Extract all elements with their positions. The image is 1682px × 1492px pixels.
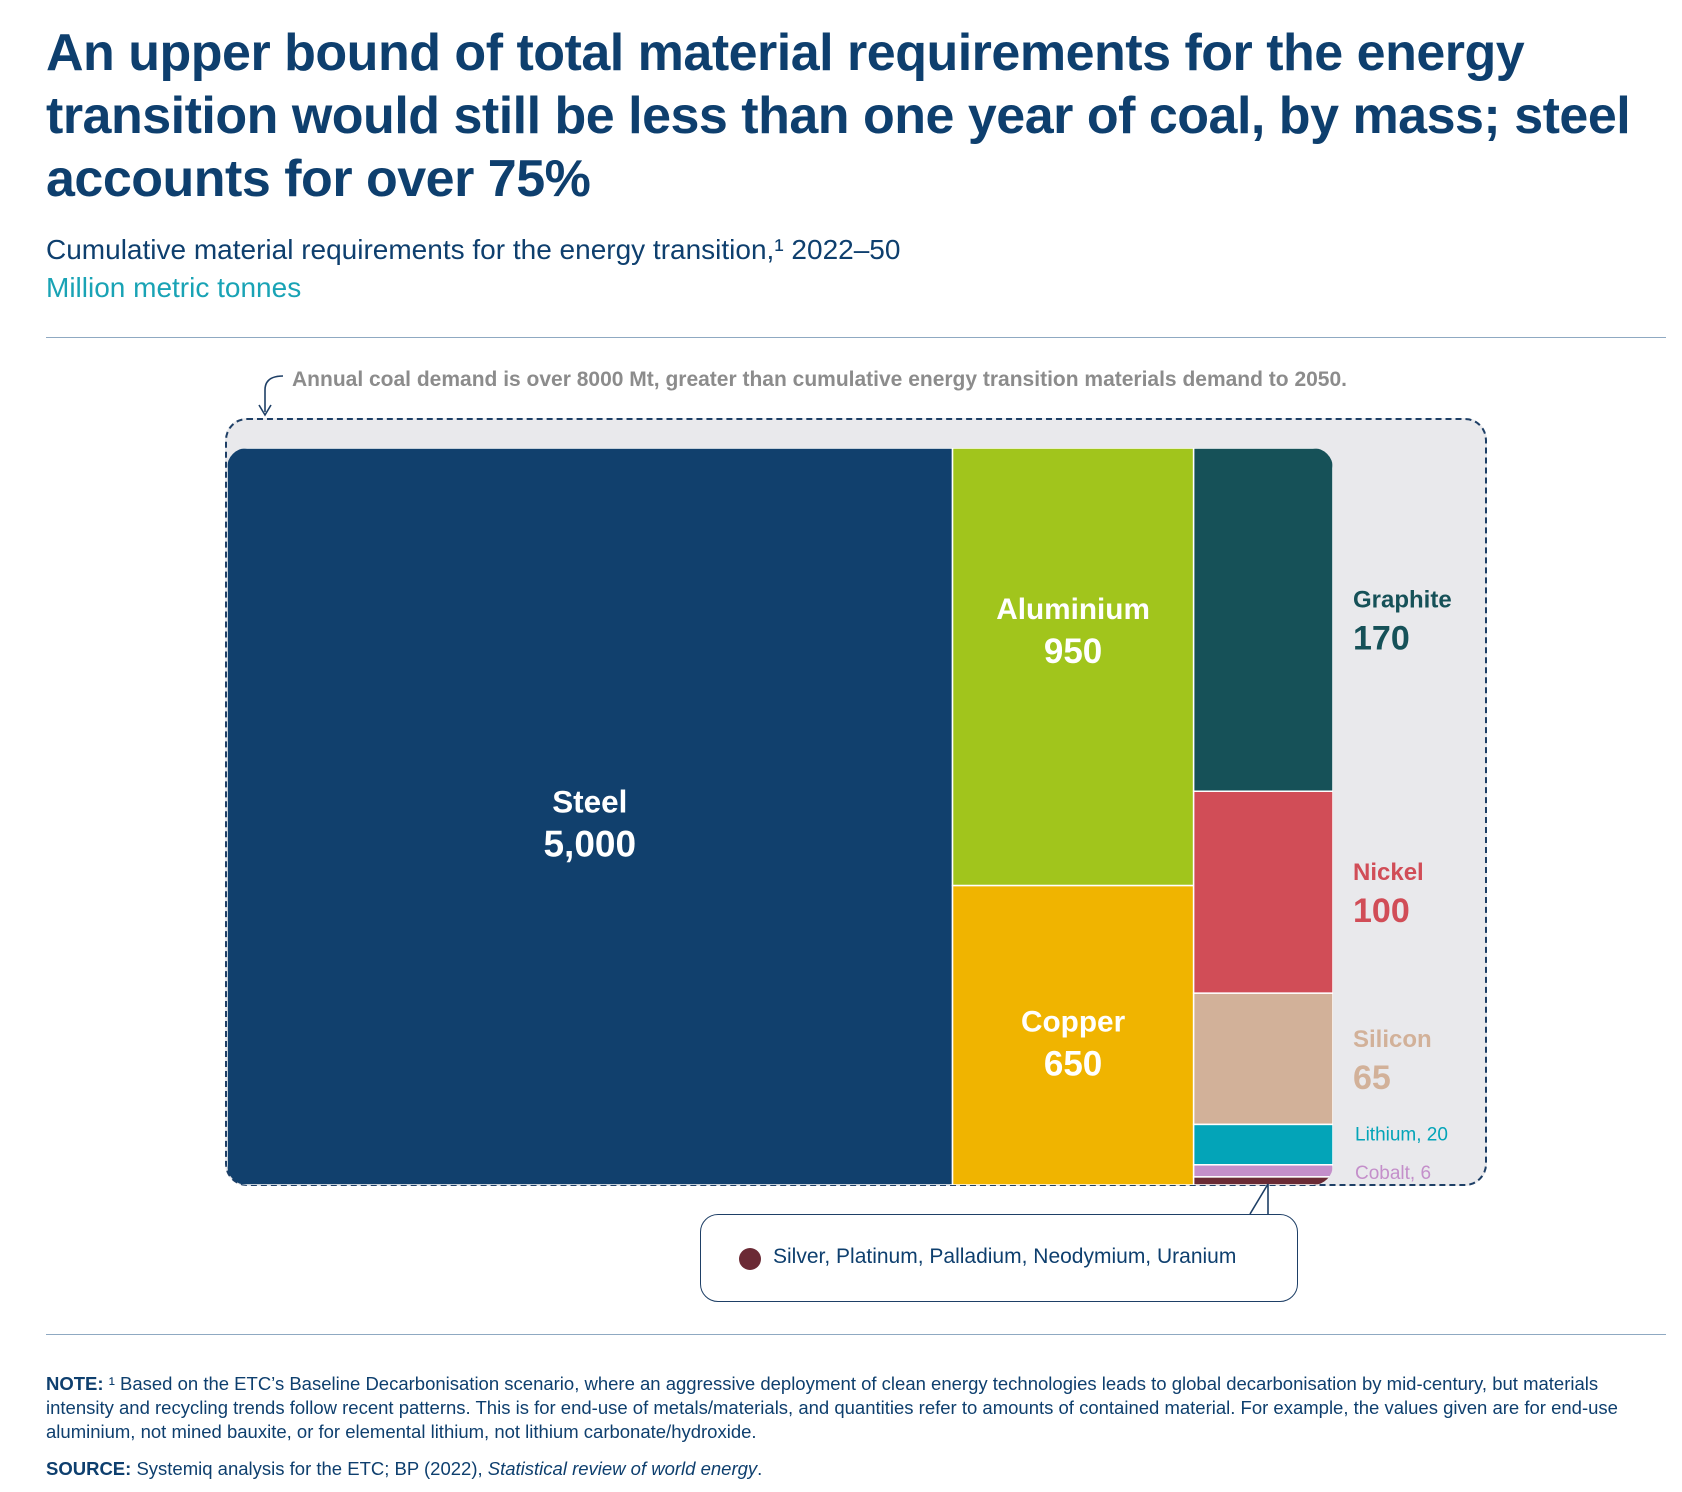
treemap-cell-silver-platinum-palladium-neodymium-uranium xyxy=(1192,1176,1333,1185)
coal-annotation: Annual coal demand is over 8000 Mt, grea… xyxy=(292,368,1348,391)
treemap-cell-lithium xyxy=(1192,1123,1333,1166)
treemap-chart: Steel 5,000 Aluminium 950 Copper 650 Graphite 1… xyxy=(227,375,1452,1215)
treemap-cell-steel xyxy=(227,448,954,1185)
source-end: . xyxy=(757,1458,763,1479)
coal-annotation-arrow xyxy=(264,375,284,412)
treemap-cell-silicon xyxy=(1192,992,1333,1126)
callout-text: Silver, Platinum, Palladium, Neodymium, … xyxy=(773,1245,1237,1268)
label-steel: Steel xyxy=(552,785,627,820)
label-lithium: Lithium, 20 xyxy=(1355,1125,1448,1146)
label-cobalt: Cobalt, 6 xyxy=(1355,1163,1431,1184)
top-divider xyxy=(46,337,1666,338)
value-steel: 5,000 xyxy=(543,824,636,865)
value-aluminium: 950 xyxy=(1044,632,1102,671)
treemap-cell-aluminium xyxy=(951,448,1195,887)
chart-title: An upper bound of total material require… xyxy=(46,24,1631,208)
treemap-cell-cobalt xyxy=(1192,1164,1333,1178)
label-nickel: Nickel xyxy=(1353,859,1424,886)
label-silicon: Silicon xyxy=(1353,1026,1432,1053)
note-text: ¹ Based on the ETC’s Baseline Decarbonis… xyxy=(46,1373,1618,1442)
callout-dot xyxy=(739,1248,761,1270)
treemap-cell-nickel xyxy=(1192,790,1333,994)
treemap-cell-graphite xyxy=(1192,448,1333,793)
label-copper: Copper xyxy=(1021,1005,1126,1038)
value-silicon: 65 xyxy=(1353,1059,1391,1097)
source-publication: Statistical review of world energy xyxy=(487,1458,758,1479)
note-label: NOTE: xyxy=(46,1373,104,1394)
source: SOURCE: Systemiq analysis for the ETC; B… xyxy=(46,1458,762,1480)
note: NOTE: ¹ Based on the ETC’s Baseline Deca… xyxy=(46,1372,1666,1444)
source-label: SOURCE: xyxy=(46,1458,132,1479)
callout-box: Silver, Platinum, Palladium, Neodymium, … xyxy=(700,1214,1298,1302)
bottom-divider xyxy=(46,1334,1666,1335)
callout-leader-line xyxy=(1249,1183,1269,1215)
label-aluminium: Aluminium xyxy=(996,593,1150,626)
value-copper: 650 xyxy=(1044,1044,1102,1083)
unit-label: Million metric tonnes xyxy=(46,272,302,303)
treemap-cell-copper xyxy=(951,884,1195,1185)
source-text: Systemiq analysis for the ETC; BP (2022)… xyxy=(136,1458,483,1479)
value-graphite: 170 xyxy=(1353,620,1410,658)
label-graphite: Graphite xyxy=(1353,587,1452,614)
value-nickel: 100 xyxy=(1353,892,1410,930)
chart-subtitle: Cumulative material requirements for the… xyxy=(46,234,901,265)
coal-annotation-arrowhead xyxy=(258,404,272,417)
